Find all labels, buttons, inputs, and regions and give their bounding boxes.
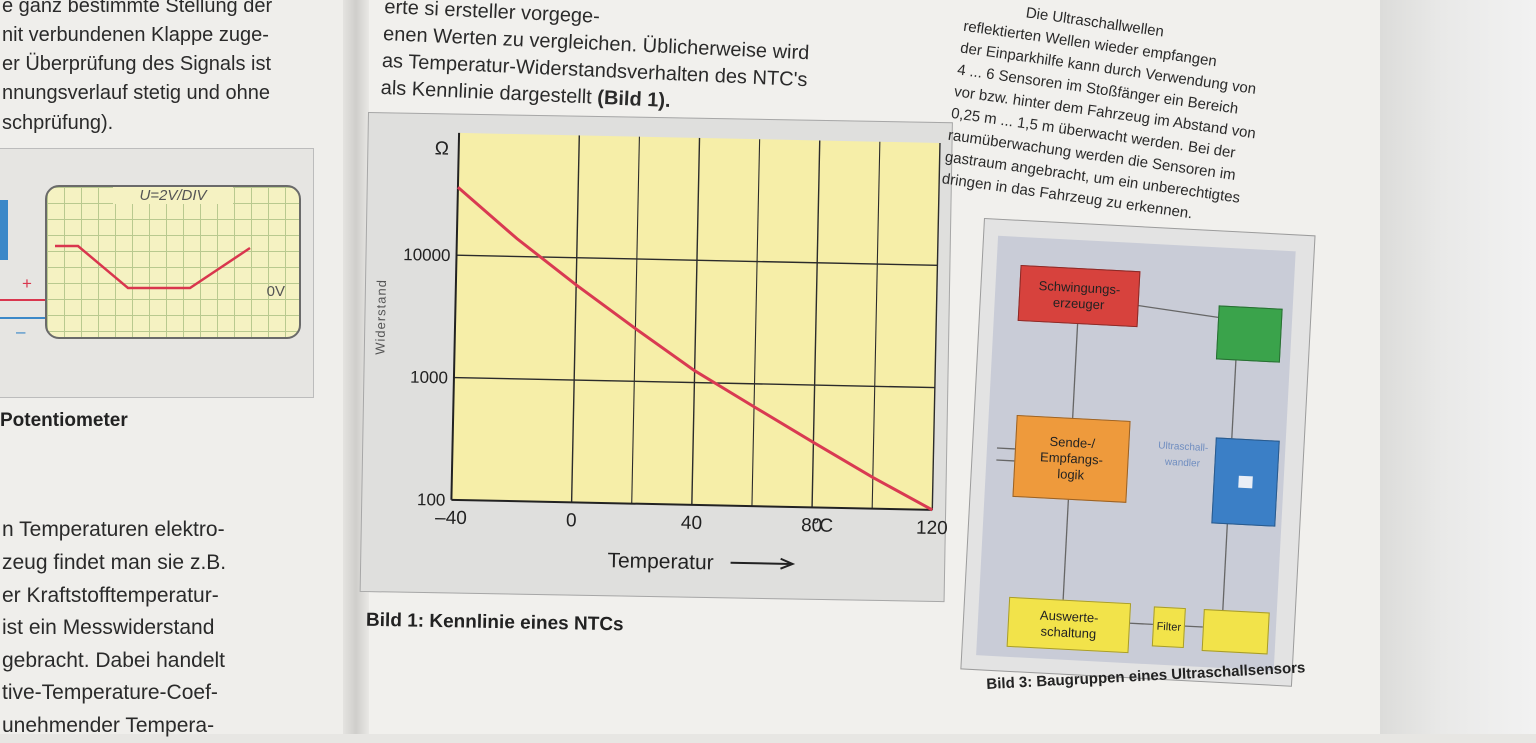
x-tick-label: 120 — [916, 518, 948, 540]
text-line: n Temperaturen elektro- — [2, 518, 225, 541]
y-axis — [450, 132, 461, 500]
text-line: tive-Temperature-Coef- — [2, 681, 218, 704]
oscilloscope-screen: U=2V/DIV 0V — [45, 185, 301, 339]
x-gridline — [931, 142, 941, 510]
text-line: gebracht. Dabei handelt — [2, 649, 225, 672]
x-tick-label: –40 — [435, 507, 467, 529]
x-unit-label: °C — [812, 515, 834, 536]
y-tick-label: 100 — [417, 490, 446, 510]
text-line: ist ein Messwiderstand — [2, 616, 215, 639]
connector-lines — [996, 304, 1237, 628]
block-diagram: Schwingungs- erzeuger Sende-/ Empfangs- … — [976, 235, 1296, 671]
text-line: zeug findet man sie z.B. — [2, 551, 227, 574]
text-line: er Kraftstofftemperatur- — [2, 584, 219, 607]
x-tick-label: 0 — [566, 510, 577, 531]
text-line: nnungsverlauf stetig und ohne — [2, 82, 270, 104]
oscilloscope-trace-layer — [0, 244, 251, 319]
minus-sign: – — [16, 322, 26, 341]
grid — [450, 132, 941, 511]
amplifier-bottom-block — [1201, 609, 1270, 655]
text-line: schprüfung). — [2, 112, 114, 134]
y-gridline — [453, 376, 935, 389]
x-minor-gridline — [871, 141, 881, 509]
y-unit-label: Ω — [435, 138, 450, 159]
y-tick-label: 1000 — [410, 368, 448, 388]
text-line: er Überprüfung des Signals ist — [2, 53, 272, 75]
text-line: nit verbundenen Klappe zuge- — [2, 24, 269, 46]
evaluation-block: Auswerte- schaltung — [1006, 596, 1132, 654]
resistance-curve — [456, 186, 934, 512]
x-tick-label: 40 — [681, 513, 703, 534]
x-gridline — [570, 135, 580, 503]
probe-block — [0, 200, 8, 260]
figure-3-frame: Schwingungs- erzeuger Sende-/ Empfangs- … — [960, 218, 1316, 687]
x-minor-gridline — [631, 136, 640, 504]
text-line: unehmender Tempera- — [2, 714, 215, 737]
y-tick-label: 10000 — [403, 245, 451, 265]
x-gridline — [811, 140, 821, 508]
background-cloth — [1380, 0, 1536, 734]
y-gridline — [456, 254, 938, 266]
y-axis-label: Widerstand — [372, 279, 389, 355]
x-axis-label: Temperatur — [607, 549, 714, 574]
x-axis — [451, 498, 933, 511]
x-gridline — [691, 137, 701, 505]
figure-1-caption: Bild 1: Kennlinie eines NTCs — [365, 609, 624, 636]
potentiometer-caption: Potentiometer — [0, 410, 128, 431]
plus-sign: + — [22, 274, 32, 293]
zero-volt-label: 0V — [266, 283, 285, 300]
tick-labels: –40 0 40 80 120 100 1000 10000 — [403, 245, 948, 540]
transducer-label: Ultraschall- wandler — [1158, 440, 1209, 470]
scale-label: U=2V/DIV — [113, 187, 233, 204]
x-tick-label: 80 — [801, 515, 823, 536]
transducer-icon — [1238, 475, 1253, 489]
filter-block: Filter — [1151, 606, 1186, 649]
logic-block: Sende-/ Empfangs- logik — [1012, 414, 1131, 503]
x-axis-arrow — [730, 557, 796, 570]
transducer-block — [1211, 437, 1280, 527]
signal-trace — [55, 244, 251, 290]
oscillator-block: Schwingungs- erzeuger — [1017, 264, 1141, 328]
amplifier-block — [1215, 305, 1283, 363]
x-minor-gridline — [751, 139, 761, 507]
text-line: e ganz bestimmte Stellung der — [2, 0, 273, 17]
